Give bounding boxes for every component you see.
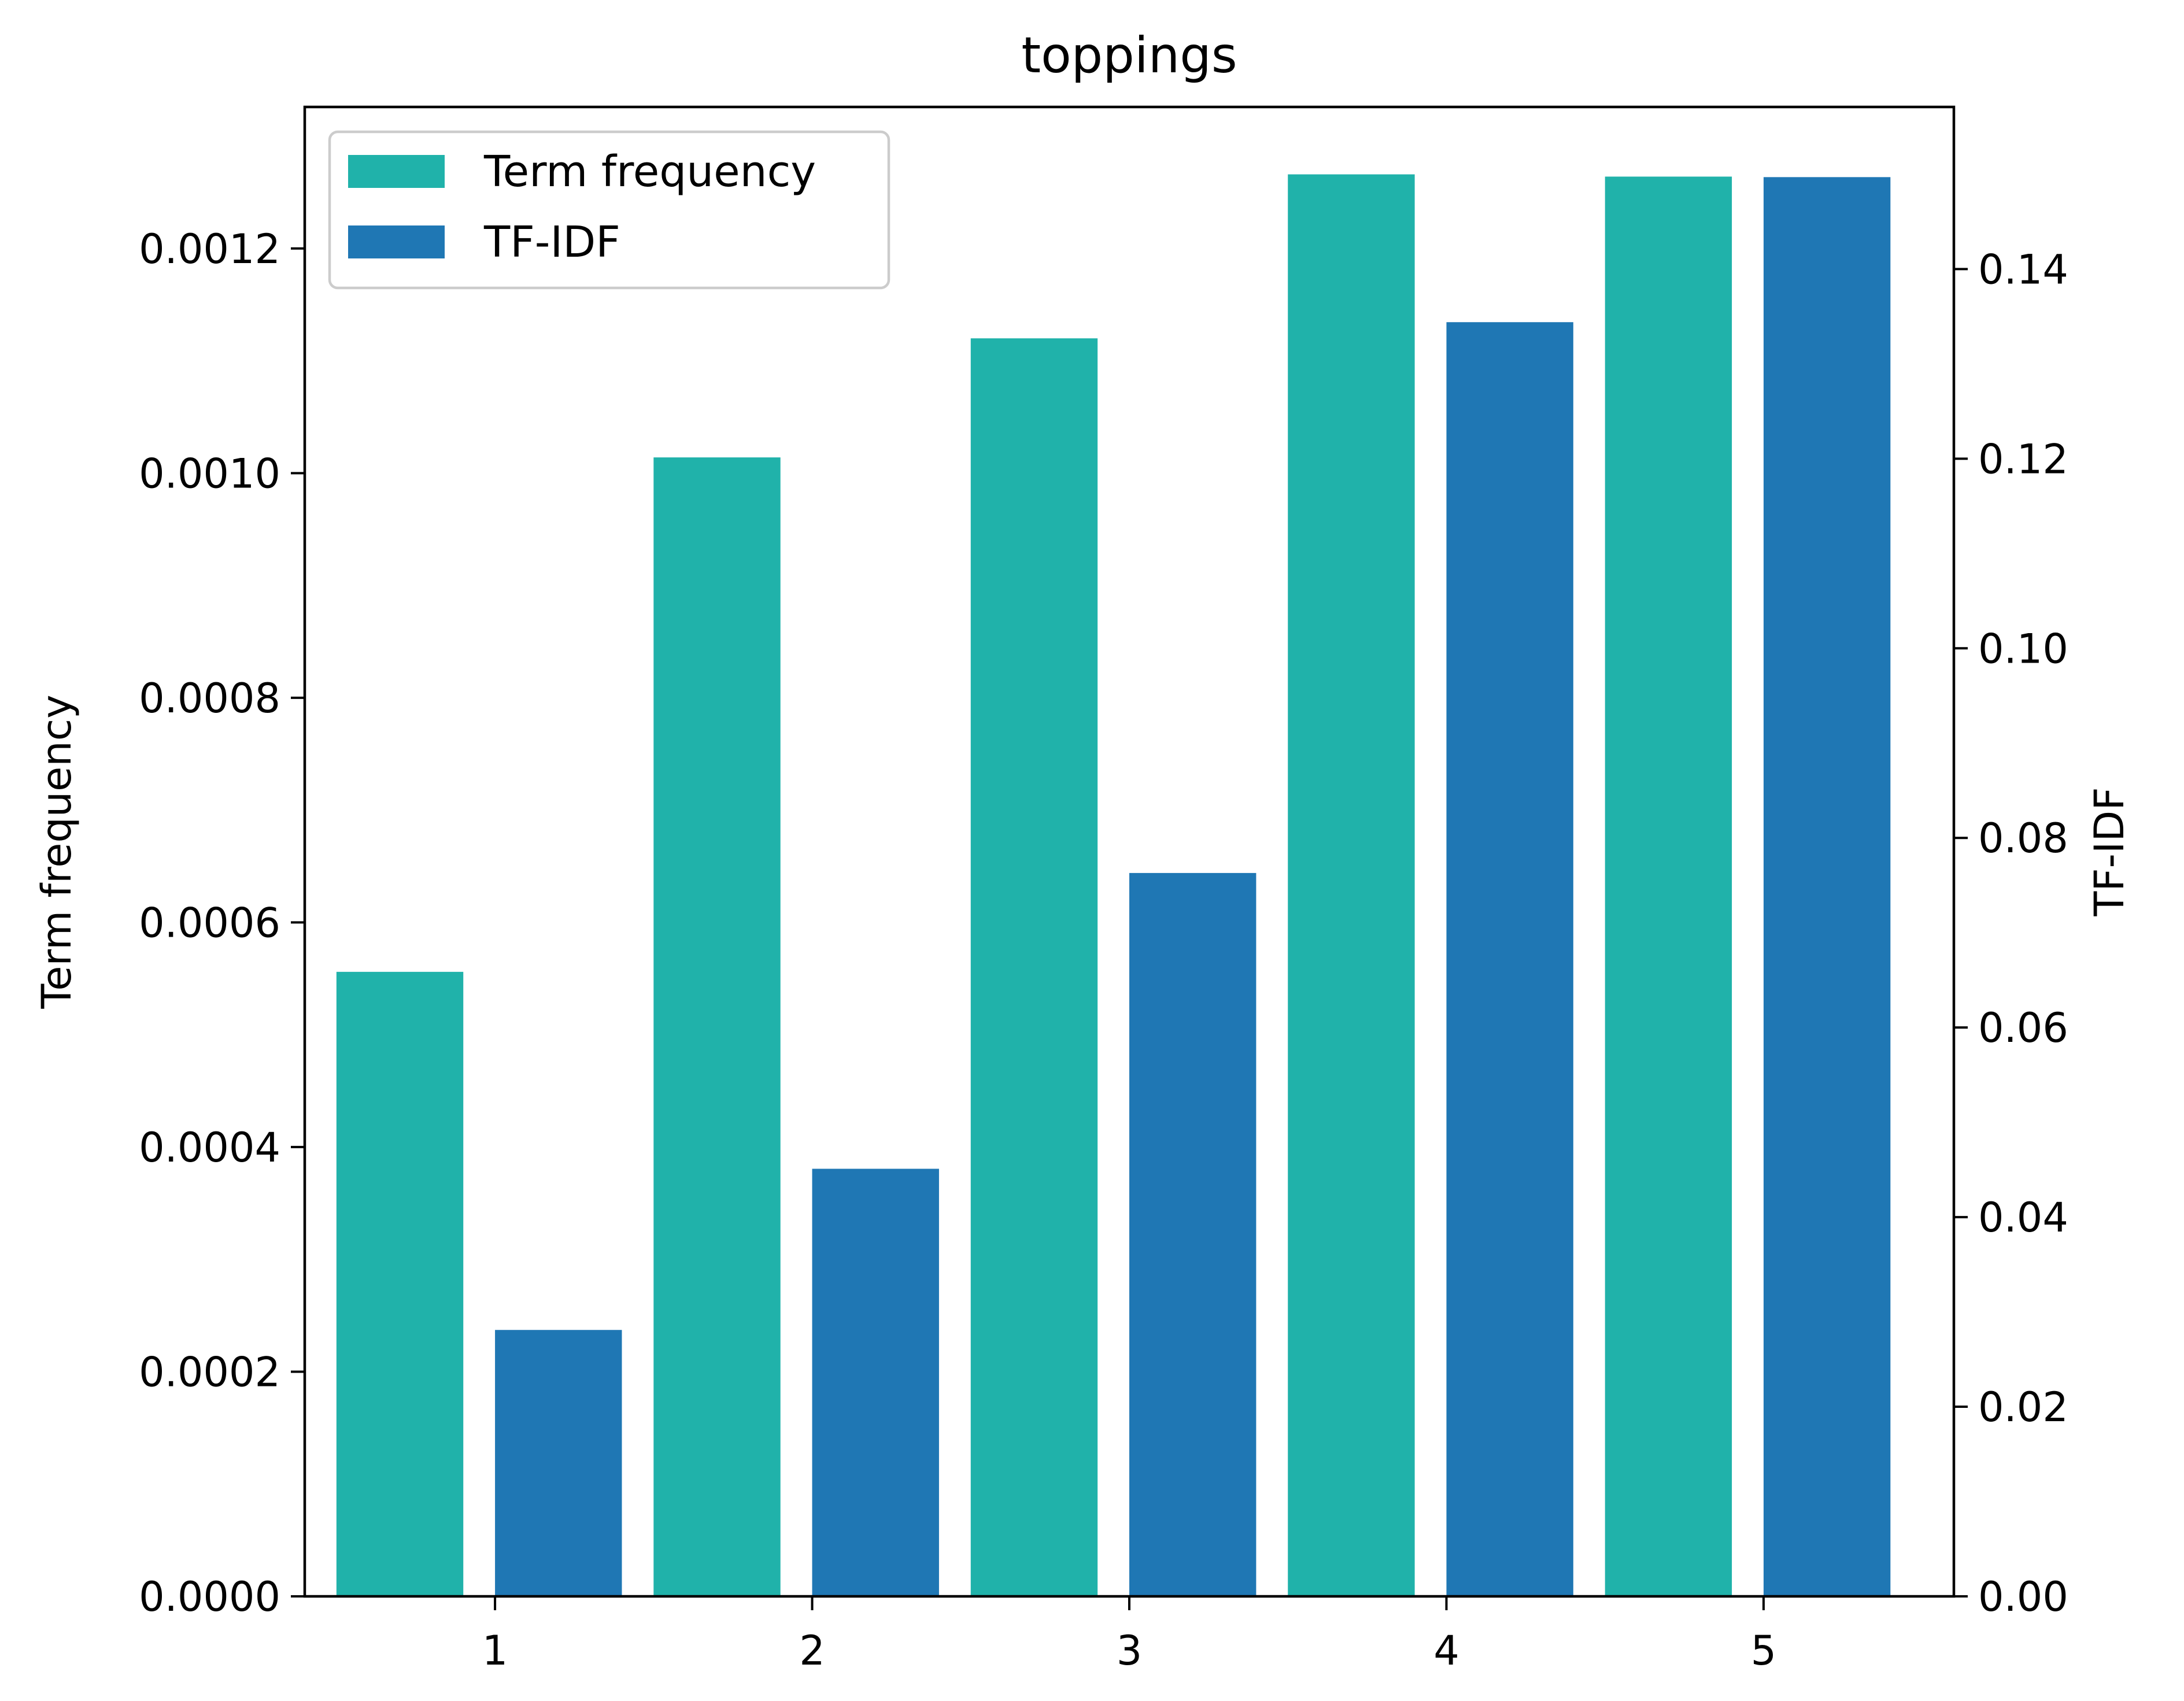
legend-box (328, 130, 890, 290)
bar-term-frequency-1 (336, 971, 464, 1596)
right-y-tick-label: 0.12 (1978, 435, 2068, 483)
bar-tf-idf-1 (495, 1330, 622, 1596)
left-y-tick-label: 0.0006 (139, 899, 280, 946)
left-y-tick-label: 0.0012 (139, 225, 280, 273)
bar-term-frequency-2 (653, 457, 781, 1596)
right-y-tick-label: 0.04 (1978, 1194, 2068, 1241)
right-y-tick-label: 0.00 (1978, 1573, 2068, 1621)
left-y-tick-label: 0.0000 (139, 1573, 280, 1621)
x-tick-label: 3 (1117, 1627, 1143, 1674)
bar-term-frequency-4 (1288, 174, 1415, 1597)
legend-swatch-term-frequency (348, 155, 445, 188)
bar-tf-idf-3 (1129, 872, 1257, 1596)
right-y-tick-label: 0.02 (1978, 1384, 2068, 1431)
bar-tf-idf-2 (812, 1168, 939, 1596)
bar-term-frequency-5 (1605, 176, 1732, 1596)
bars-layer (336, 174, 1891, 1597)
right-y-tick-label: 0.06 (1978, 1004, 2068, 1052)
bar-tf-idf-5 (1763, 177, 1891, 1596)
right-y-axis: 0.00 0.02 0.04 0.06 0.08 0.10 0.12 0.14 (1954, 246, 2068, 1621)
legend: Term frequency TF-IDF (328, 130, 890, 290)
bar-tf-idf-4 (1446, 322, 1573, 1597)
left-y-axis: 0.0000 0.0002 0.0004 0.0006 0.0008 0.0010 0.00… (139, 225, 305, 1621)
left-y-axis-label: Term frequency (33, 694, 80, 1009)
right-y-tick-label: 0.10 (1978, 625, 2068, 672)
legend-swatch-tf-idf (348, 225, 445, 258)
x-tick-label: 5 (1751, 1627, 1777, 1674)
chart-title: toppings (1021, 27, 1237, 84)
x-tick-label: 1 (482, 1627, 508, 1674)
x-tick-label: 2 (799, 1627, 825, 1674)
right-y-tick-label: 0.14 (1978, 246, 2068, 293)
legend-label-tf-idf: TF-IDF (483, 217, 620, 267)
right-y-tick-label: 0.08 (1978, 815, 2068, 862)
left-y-tick-label: 0.0010 (139, 450, 280, 497)
legend-label-term-frequency: Term frequency (483, 147, 816, 197)
left-y-tick-label: 0.0002 (139, 1348, 280, 1396)
left-y-tick-label: 0.0008 (139, 675, 280, 722)
bar-term-frequency-3 (970, 338, 1098, 1596)
right-y-axis-label: TF-IDF (2086, 787, 2133, 916)
x-axis: 1 2 3 4 5 (482, 1596, 1776, 1674)
x-tick-label: 4 (1433, 1627, 1459, 1674)
left-y-tick-label: 0.0004 (139, 1124, 280, 1171)
